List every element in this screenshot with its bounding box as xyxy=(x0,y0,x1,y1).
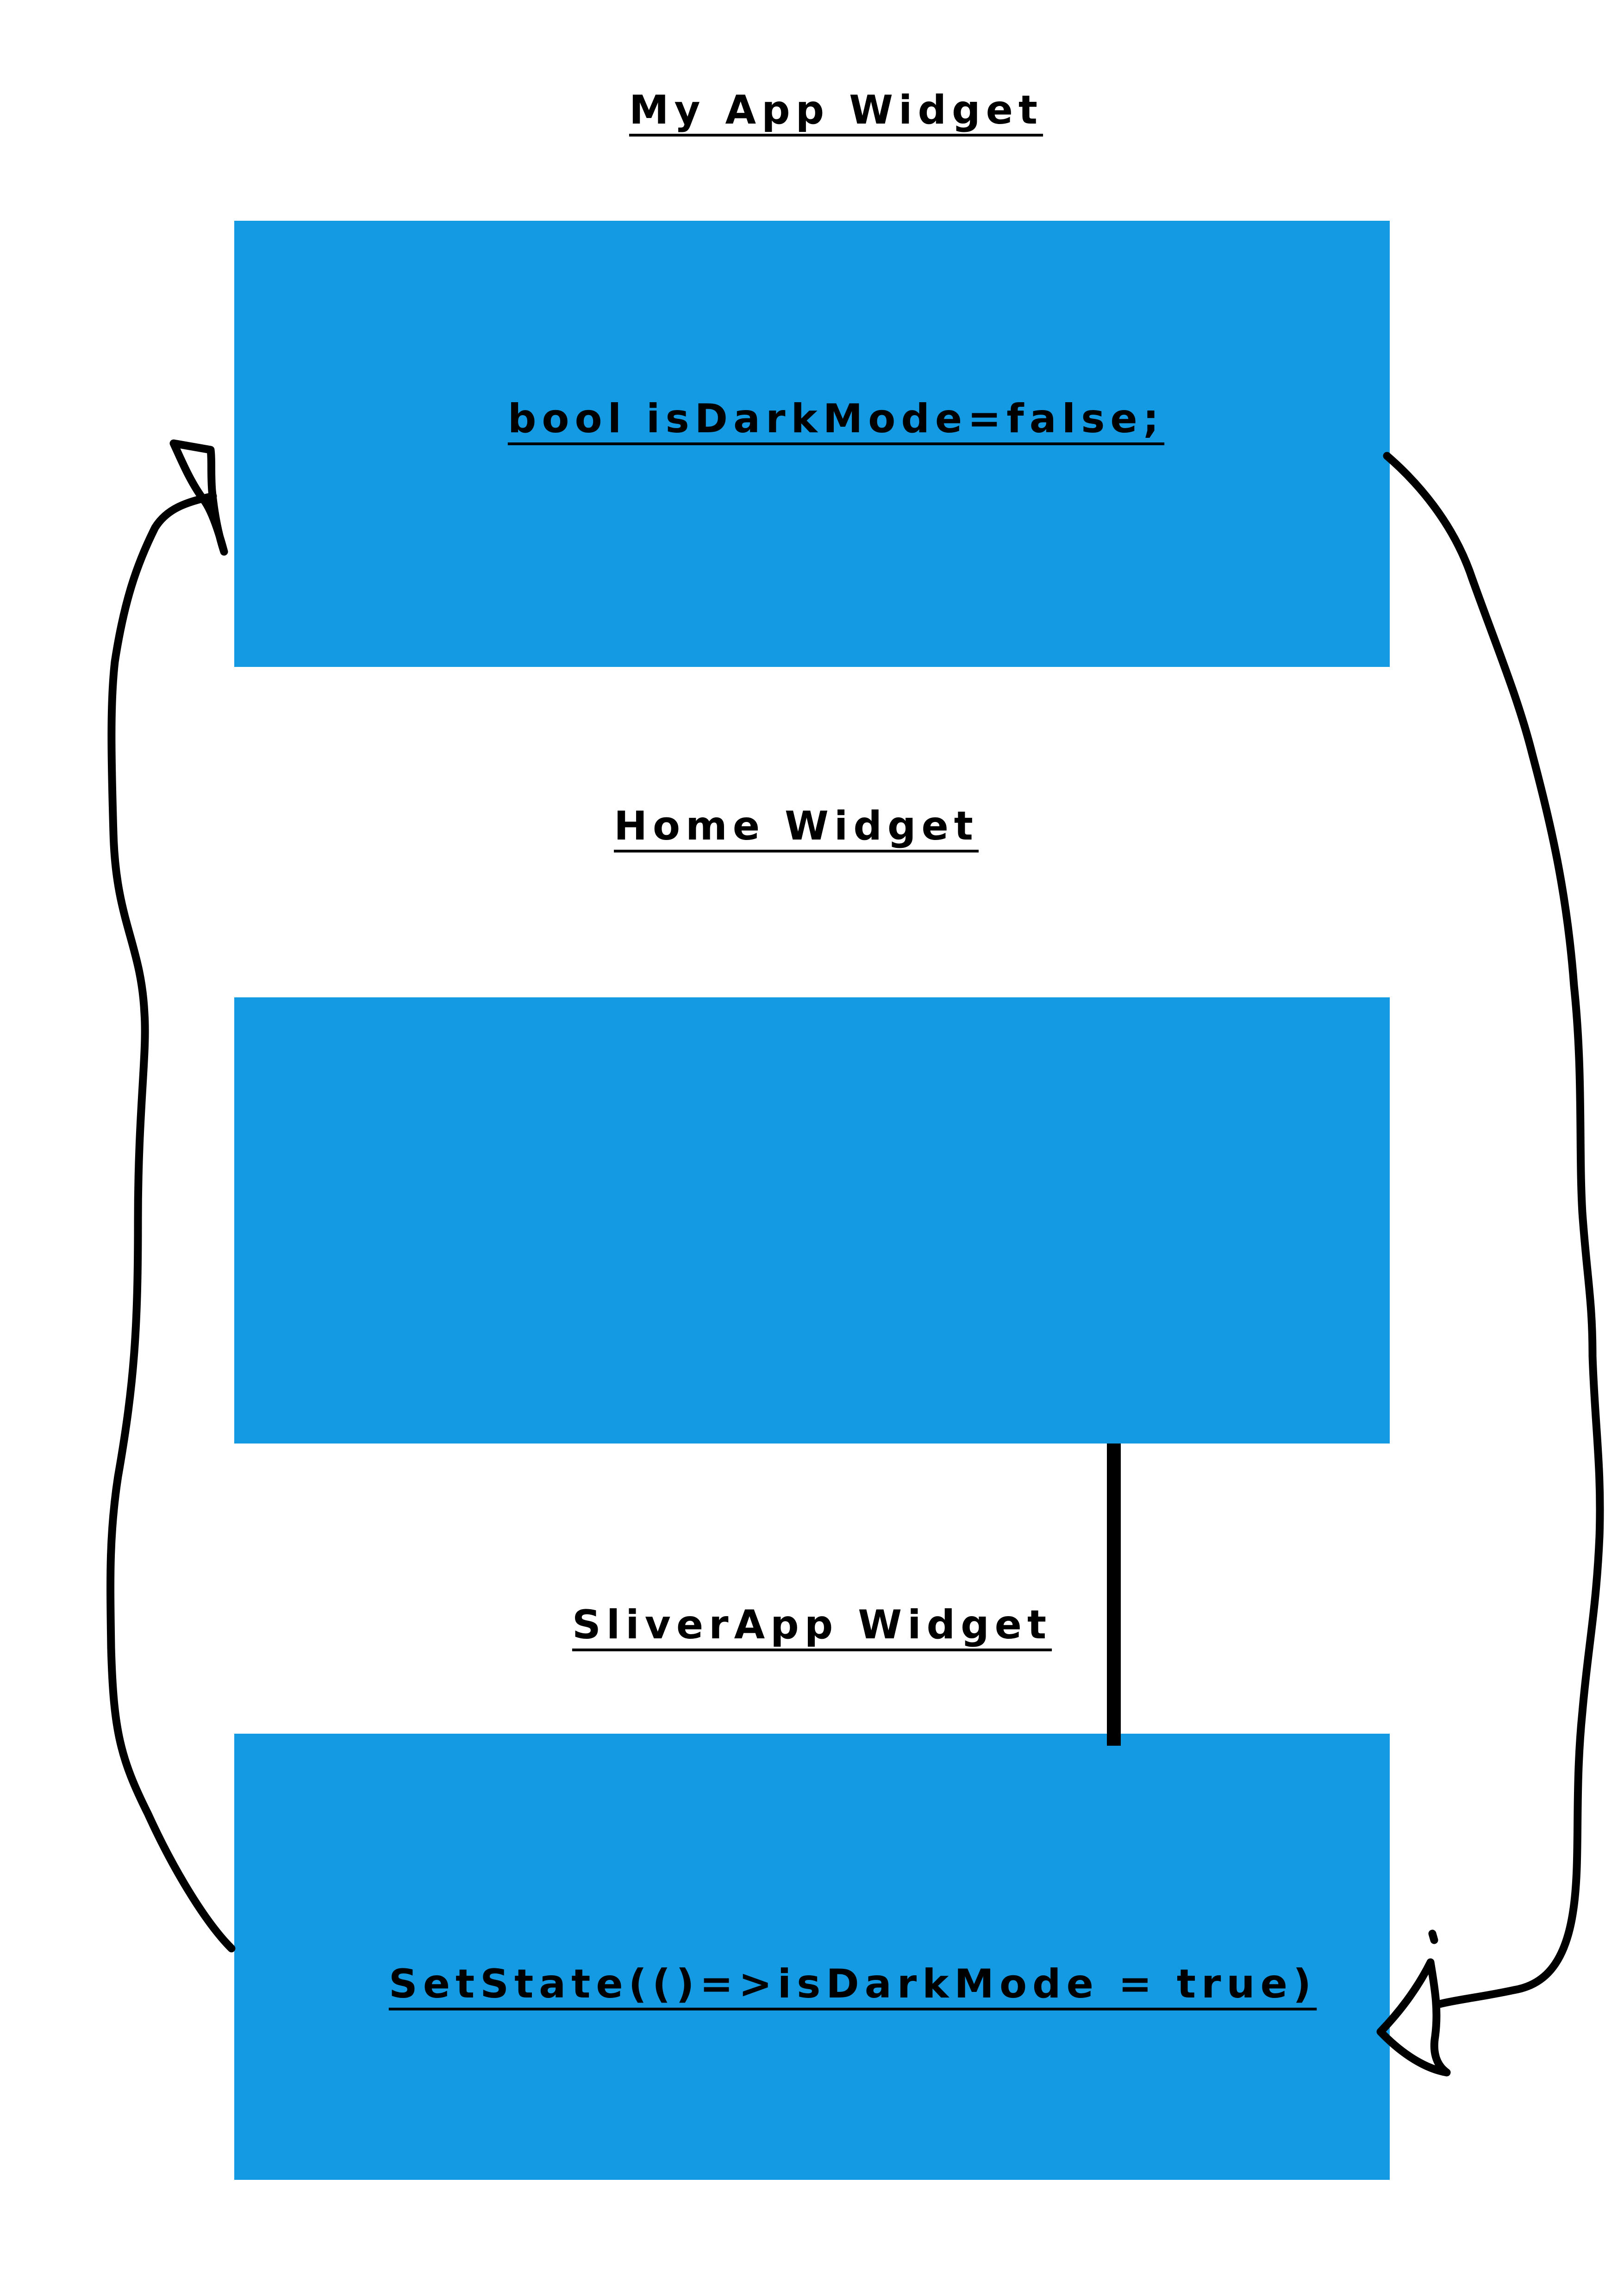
left-loop-connector xyxy=(106,492,236,1953)
home-widget-box xyxy=(234,997,1390,1444)
sliverapp-widget-box: SetState(()=>isDarkMode = true) xyxy=(234,1734,1390,2180)
my-app-widget-label: My App Widget xyxy=(629,87,1043,133)
home-widget-label: Home Widget xyxy=(614,803,979,849)
set-state-call: SetState(()=>isDarkMode = true) xyxy=(388,1961,1317,2007)
hand-drawn-arrow-down-icon xyxy=(1376,1958,1451,2077)
hand-drawn-arrow-up-icon xyxy=(169,439,228,556)
arrow-tick-mark xyxy=(1428,1929,1438,1944)
sliverapp-widget-label: SliverApp Widget xyxy=(572,1602,1052,1648)
my-app-widget-box: bool isDarkMode=false; xyxy=(234,221,1390,667)
right-loop-connector xyxy=(1383,452,1604,2008)
is-dark-mode-declaration: bool isDarkMode=false; xyxy=(507,396,1165,442)
